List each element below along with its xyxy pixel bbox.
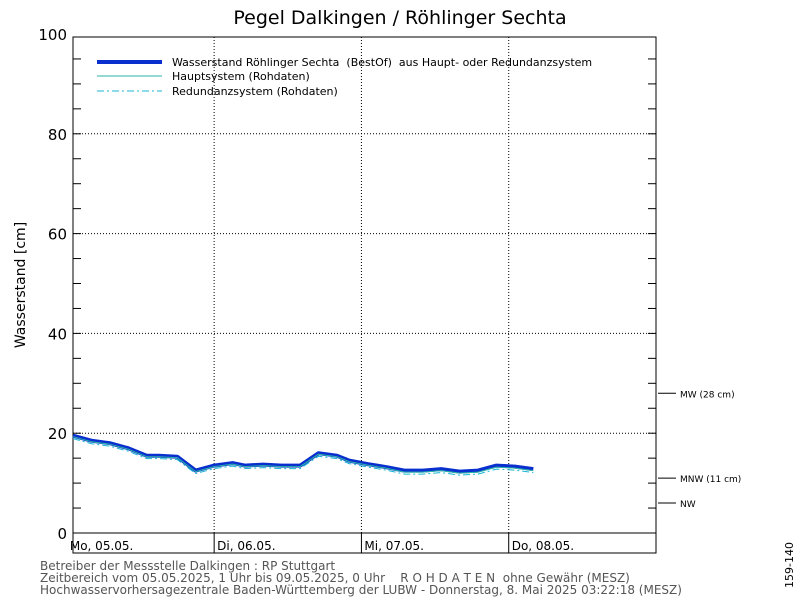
reference-marks: MW (28 cm) MNW (11 cm) NW (658, 390, 741, 510)
y-tick-label: 100 (38, 26, 67, 44)
legend-label-bestof: Wasserstand Röhlinger Sechta (BestOf) au… (172, 56, 592, 69)
x-tick-label: Mo, 05.05. (70, 539, 134, 553)
legend-label-haupt: Hauptsystem (Rohdaten) (172, 70, 310, 83)
y-tick-label: 0 (57, 525, 67, 543)
plot-frame (72, 36, 657, 554)
series-line-haupt (72, 436, 534, 474)
reference-label: MW (28 cm) (680, 390, 735, 400)
station-code-annotation: 159-140 (783, 542, 796, 588)
x-tick-label: Mi, 07.05. (364, 539, 423, 553)
grid (73, 37, 656, 533)
x-tick-labels: Mo, 05.05. Di, 06.05. Mi, 07.05. Do, 08.05. (70, 539, 574, 553)
reference-label: MNW (11 cm) (680, 475, 741, 485)
y-tick-label: 60 (48, 226, 67, 244)
series-group (72, 433, 534, 476)
chart-title: Pegel Dalkingen / Röhlinger Sechta (233, 7, 566, 29)
y-tick-label: 20 (48, 425, 67, 443)
series-line-redundanz (72, 438, 534, 476)
axis-ticks (73, 58, 656, 553)
y-tick-label: 80 (48, 126, 67, 144)
y-tick-labels: 0 20 40 60 80 100 (38, 26, 67, 543)
y-tick-label: 40 (48, 325, 67, 343)
legend: Wasserstand Röhlinger Sechta (BestOf) au… (97, 56, 592, 98)
series-line-bestof (72, 433, 534, 474)
footer-source: Hochwasservorhersagezentrale Baden-Württ… (40, 583, 682, 597)
legend-label-redundanz: Redundanzsystem (Rohdaten) (172, 85, 338, 98)
x-tick-label: Do, 08.05. (512, 539, 574, 553)
x-tick-label: Di, 06.05. (217, 539, 275, 553)
reference-label: NW (680, 500, 696, 510)
y-axis-label: Wasserstand [cm] (13, 222, 29, 348)
footer-time-range: Zeitbereich vom 05.05.2025, 1 Uhr bis 09… (40, 571, 630, 585)
footer-operator: Betreiber der Messstelle Dalkingen : RP … (40, 559, 336, 573)
